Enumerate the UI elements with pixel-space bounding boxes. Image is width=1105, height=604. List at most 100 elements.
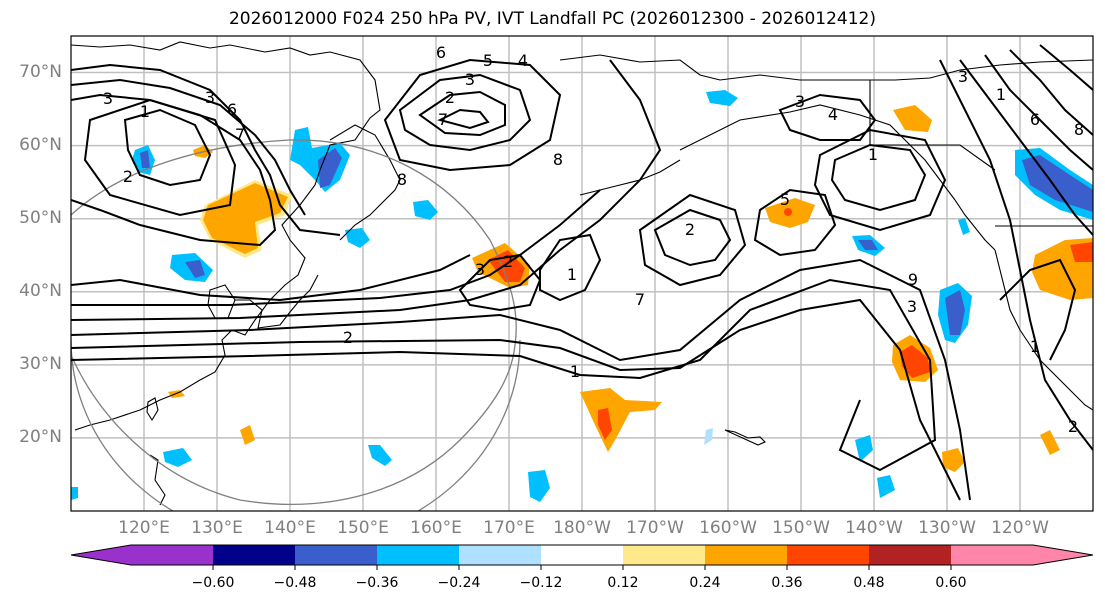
colorbar-tick-label: −0.24 (437, 575, 481, 591)
warm-patch (1040, 430, 1060, 455)
colorbar-tick-label: −0.48 (273, 575, 317, 591)
pv-contour (959, 59, 1093, 236)
cool-patch (185, 260, 205, 278)
warm-patch (784, 208, 792, 216)
cool-patch (528, 470, 550, 502)
landfall-circle-lower (71, 344, 516, 505)
lon-label: 140°W (845, 518, 903, 538)
pv-contour (458, 253, 542, 312)
pv-contour (778, 93, 877, 141)
contour-label: 3 (465, 70, 475, 89)
lon-label: 130°W (918, 518, 976, 538)
contour-label: 6 (1030, 110, 1040, 129)
contour-label: 3 (907, 297, 917, 316)
contour-label: 2 (1068, 417, 1078, 436)
contour-label: 1 (140, 102, 150, 121)
contour-label: 7 (235, 125, 245, 144)
contour-label: 9 (908, 270, 918, 289)
cool-patch (345, 228, 370, 248)
pv-contour (753, 188, 837, 257)
colorbar-tick-label: 0.48 (853, 575, 885, 591)
contour-label: 4 (828, 105, 838, 124)
contour-label: 2 (123, 167, 133, 186)
lon-label: 160°W (699, 518, 757, 538)
contour-label: 5 (780, 190, 790, 209)
warm-patch (900, 345, 930, 378)
lon-label: 180°W (553, 518, 611, 538)
cool-patch (958, 218, 970, 235)
lon-label: 150°E (337, 518, 389, 538)
warm-patch (1070, 242, 1093, 262)
coastline-kamchatka (329, 124, 401, 241)
colorbar-tick-label: −0.60 (191, 575, 235, 591)
pv-contour (813, 128, 947, 232)
cool-patch (855, 435, 873, 462)
pv-contour (418, 90, 506, 137)
contour-label: 3 (958, 67, 968, 86)
colorbar-tick-label: 0.24 (689, 575, 721, 591)
coastline-hawaii (724, 429, 766, 446)
contour-label: 5 (483, 51, 493, 70)
landfall-circle (71, 339, 521, 511)
pv-contour (71, 278, 937, 472)
colorbar-segment (541, 545, 624, 565)
pv-contour (437, 108, 490, 130)
colorbar-tick-label: 0.60 (935, 575, 967, 591)
colorbar-segment (787, 545, 870, 565)
colorbar-extend-low (71, 545, 213, 565)
pv-contour (398, 73, 532, 152)
contour-label: 2 (343, 328, 353, 347)
cool-patch (71, 487, 78, 500)
contour-label: 8 (553, 150, 563, 169)
pv-contour (71, 254, 471, 302)
pv-contour (71, 258, 971, 501)
cool-patch (163, 448, 192, 467)
cool-patch (706, 90, 738, 106)
lon-label: 130°E (191, 518, 243, 538)
lat-label: 70°N (19, 61, 62, 82)
pv-contour (830, 143, 927, 212)
contour-label: 1 (996, 85, 1006, 104)
pv-contour (638, 193, 747, 287)
colorbar-segment (705, 545, 788, 565)
contour-label: 2 (503, 252, 513, 271)
lon-label: 170°W (626, 518, 684, 538)
contour-label: 1 (567, 265, 577, 284)
warm-patch (240, 425, 255, 445)
pv-contour (999, 258, 1077, 361)
warm-patch (580, 388, 662, 452)
contour-label: 4 (518, 51, 528, 70)
coastline-alaska (559, 54, 1093, 81)
pv-contour (1039, 44, 1093, 91)
cool-patch (877, 475, 895, 498)
warm-patch (598, 408, 612, 440)
contour-label: 6 (436, 43, 446, 62)
contour-label: 7 (438, 110, 448, 129)
colorbar-extend-high (951, 545, 1093, 565)
colorbar-segment (869, 545, 952, 565)
contour-label: 6 (227, 100, 237, 119)
landfall-circle-upper (71, 139, 517, 346)
map-frame (70, 35, 1094, 512)
lat-label: 60°N (19, 134, 62, 155)
lat-label: 50°N (19, 207, 62, 228)
cool-patch (413, 200, 438, 220)
contour-label: 7 (635, 290, 645, 309)
lon-label: 170°E (483, 518, 535, 538)
cool-patch (140, 150, 150, 168)
lat-label: 40°N (19, 280, 62, 301)
warm-patch (203, 183, 288, 254)
colorbar-outline (70, 544, 1094, 566)
colorbar-tick-label: 0.12 (607, 575, 639, 591)
lon-label: 120°W (991, 518, 1049, 538)
contour-label: 3 (795, 92, 805, 111)
colorbar-segment (459, 545, 542, 565)
contour-label: 2 (685, 220, 695, 239)
pv-contour (83, 98, 237, 217)
colorbar-segment (623, 545, 706, 565)
contour-label: 8 (1074, 120, 1084, 139)
contour-label: 8 (397, 170, 407, 189)
